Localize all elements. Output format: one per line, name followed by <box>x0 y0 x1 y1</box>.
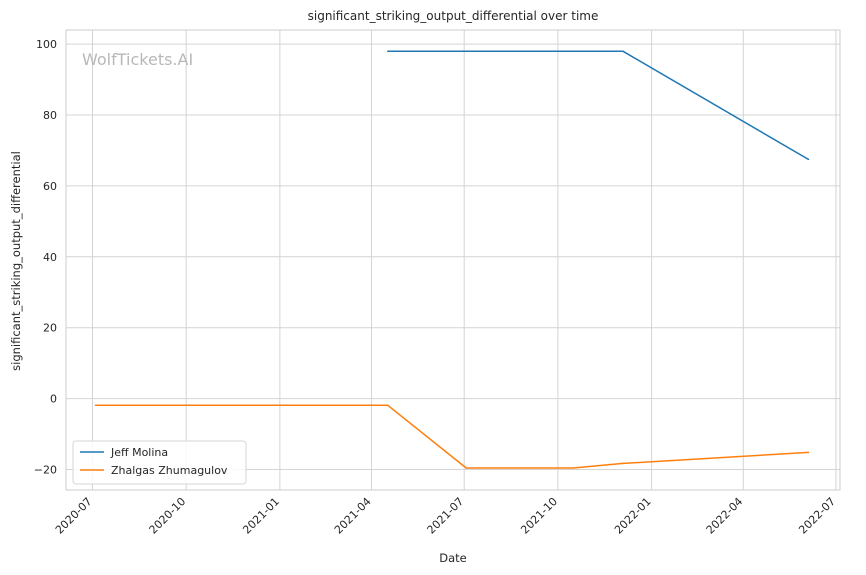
y-tick-label: 100 <box>36 38 57 51</box>
legend-label-jeff-molina: Jeff Molina <box>110 446 168 459</box>
data-point-zhalgas-zhumagulov <box>572 467 574 469</box>
data-point-jeff-molina <box>807 158 810 161</box>
x-axis-label: Date <box>439 551 467 565</box>
chart-title: significant_striking_output_differential… <box>308 9 599 23</box>
data-point-jeff-molina <box>622 50 624 53</box>
series-line-zhalgas-zhumagulov <box>95 404 809 469</box>
data-point-jeff-molina <box>387 50 389 53</box>
data-point-zhalgas-zhumagulov <box>387 404 389 407</box>
data-point-zhalgas-zhumagulov <box>465 467 468 469</box>
plot-frame <box>65 29 841 491</box>
y-tick-label: 80 <box>43 109 57 122</box>
y-tick-label: 40 <box>43 251 57 264</box>
legend-box <box>72 440 247 485</box>
y-axis-ticks: −20 0 20 40 60 80 100 <box>34 38 57 476</box>
y-tick-label: 0 <box>50 393 57 406</box>
watermark: WolfTickets.AI <box>82 50 193 69</box>
y-tick-label: −20 <box>34 463 57 476</box>
legend-label-zhalgas-zhumagulov: Zhalgas Zhumagulov <box>111 464 228 477</box>
data-point-zhalgas-zhumagulov <box>622 462 624 465</box>
data-point-zhalgas-zhumagulov <box>94 404 97 407</box>
data-point-zhalgas-zhumagulov <box>807 451 810 454</box>
y-tick-label: 60 <box>43 180 57 193</box>
grid <box>66 30 840 490</box>
series-layer <box>94 50 810 469</box>
y-tick-label: 20 <box>43 322 57 335</box>
legend: Jeff Molina Zhalgas Zhumagulov <box>72 440 247 485</box>
y-axis-label: significant_striking_output_differential <box>9 151 23 371</box>
